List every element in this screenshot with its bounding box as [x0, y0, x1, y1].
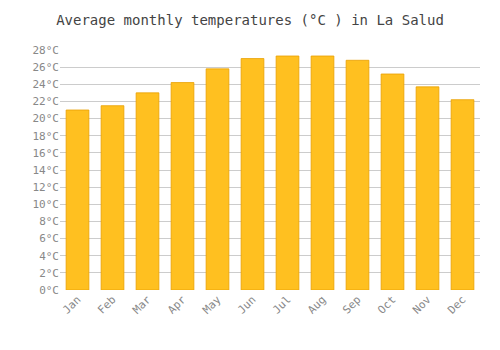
svg-text:Average monthly temperatures (: Average monthly temperatures (°C ) in La…: [56, 12, 444, 28]
svg-text:Aug: Aug: [305, 293, 328, 316]
svg-text:18°C: 18°C: [33, 130, 60, 143]
svg-text:Oct: Oct: [375, 293, 398, 316]
svg-text:6°C: 6°C: [39, 232, 59, 245]
svg-text:8°C: 8°C: [39, 215, 59, 228]
svg-text:28°C: 28°C: [33, 44, 60, 57]
svg-text:Mar: Mar: [130, 293, 154, 317]
svg-text:20°C: 20°C: [33, 112, 60, 125]
svg-text:22°C: 22°C: [33, 95, 60, 108]
svg-text:2°C: 2°C: [39, 267, 59, 280]
svg-text:0°C: 0°C: [39, 284, 59, 297]
svg-text:Sep: Sep: [340, 293, 363, 316]
svg-text:Nov: Nov: [410, 293, 434, 317]
svg-text:Dec: Dec: [445, 293, 468, 316]
svg-text:24°C: 24°C: [33, 78, 60, 91]
svg-text:4°C: 4°C: [39, 250, 59, 263]
svg-text:10°C: 10°C: [33, 198, 60, 211]
svg-text:26°C: 26°C: [33, 61, 60, 74]
svg-text:May: May: [200, 293, 224, 317]
svg-text:Feb: Feb: [95, 293, 118, 316]
svg-text:12°C: 12°C: [33, 181, 60, 194]
svg-text:16°C: 16°C: [33, 147, 60, 160]
svg-text:14°C: 14°C: [33, 164, 60, 177]
svg-text:Jul: Jul: [270, 293, 293, 316]
svg-text:Apr: Apr: [165, 293, 189, 317]
svg-text:Jan: Jan: [60, 293, 83, 316]
svg-text:Jun: Jun: [235, 293, 258, 316]
